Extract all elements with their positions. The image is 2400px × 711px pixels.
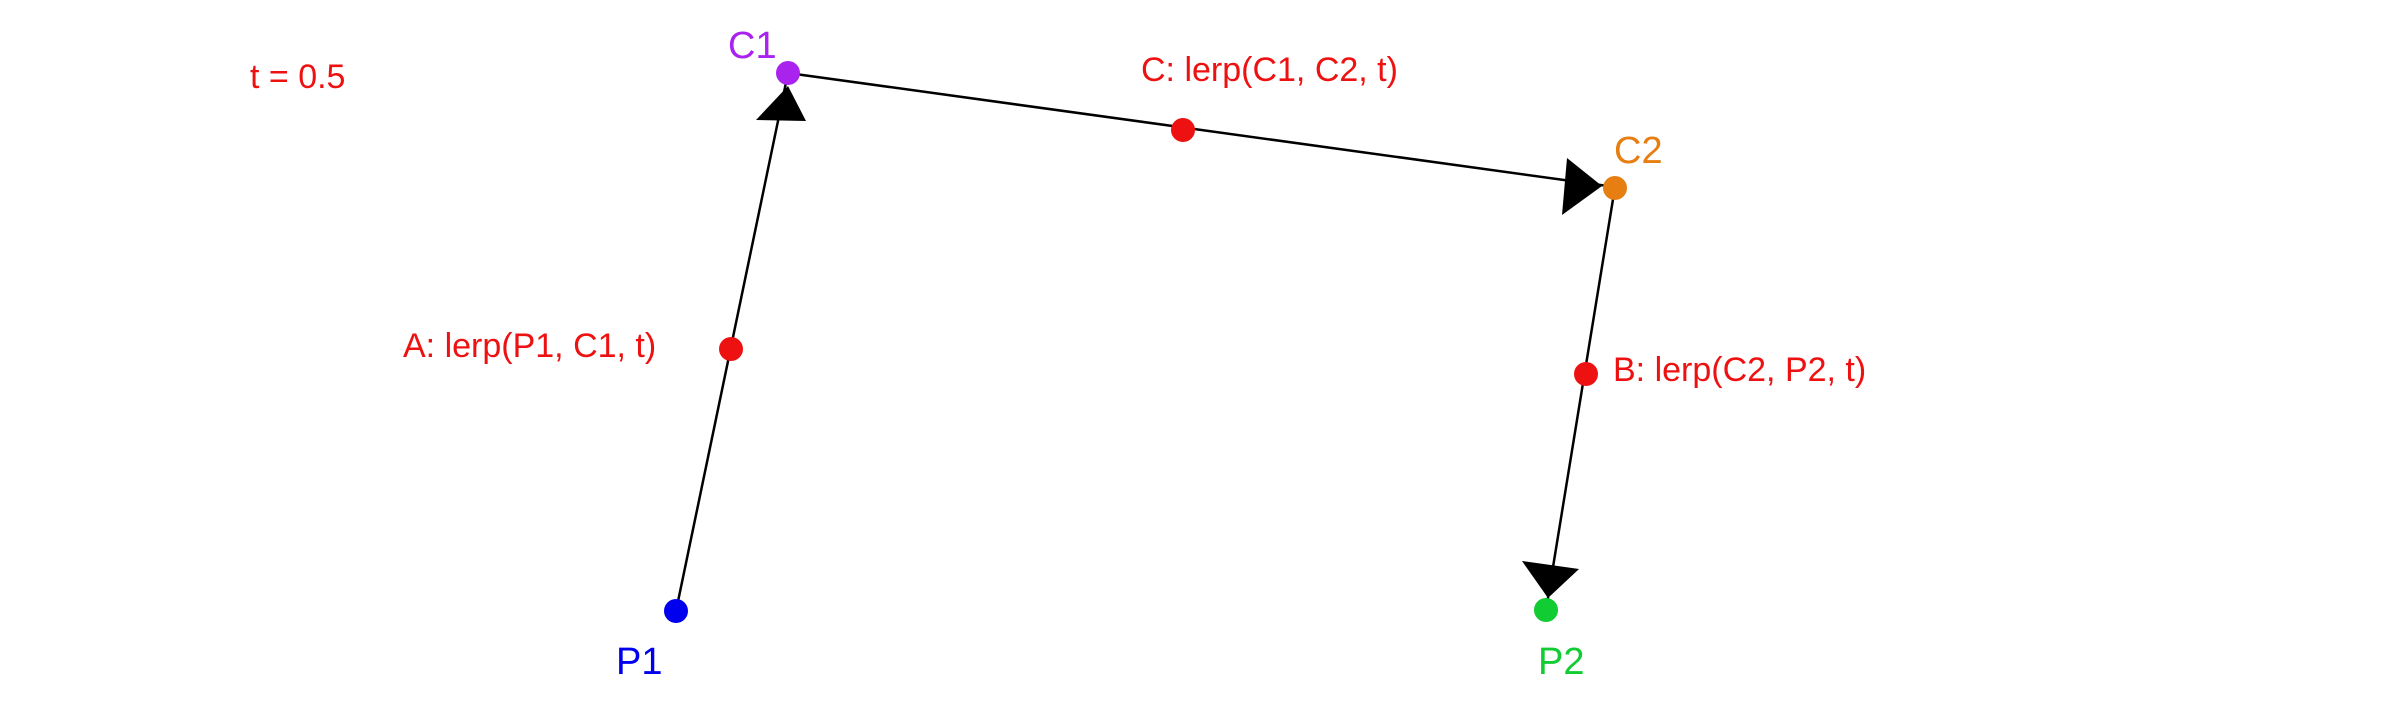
label-p2: P2 (1538, 641, 1584, 683)
segment-c2-p2 (1544, 186, 1617, 611)
t-value-label: t = 0.5 (250, 58, 345, 96)
point-c2 (1603, 176, 1627, 200)
point-p2 (1534, 598, 1558, 622)
arrowhead-c2-p2 (1522, 561, 1579, 598)
point-c1 (776, 61, 800, 85)
label-c: C: lerp(C1, C2, t) (1141, 51, 1398, 89)
label-p1: P1 (616, 641, 662, 683)
point-c (1171, 118, 1195, 142)
label-c2: C2 (1614, 130, 1663, 172)
segment-c1-c2 (787, 71, 1616, 189)
point-a (719, 337, 743, 361)
point-b (1574, 362, 1598, 386)
point-p1 (664, 599, 688, 623)
label-c1: C1 (728, 25, 777, 67)
arrowhead-p1-c1 (756, 86, 806, 121)
arrowhead-c1-c2 (1562, 158, 1602, 215)
label-a: A: lerp(P1, C1, t) (403, 327, 656, 365)
label-b: B: lerp(C2, P2, t) (1613, 351, 1866, 389)
